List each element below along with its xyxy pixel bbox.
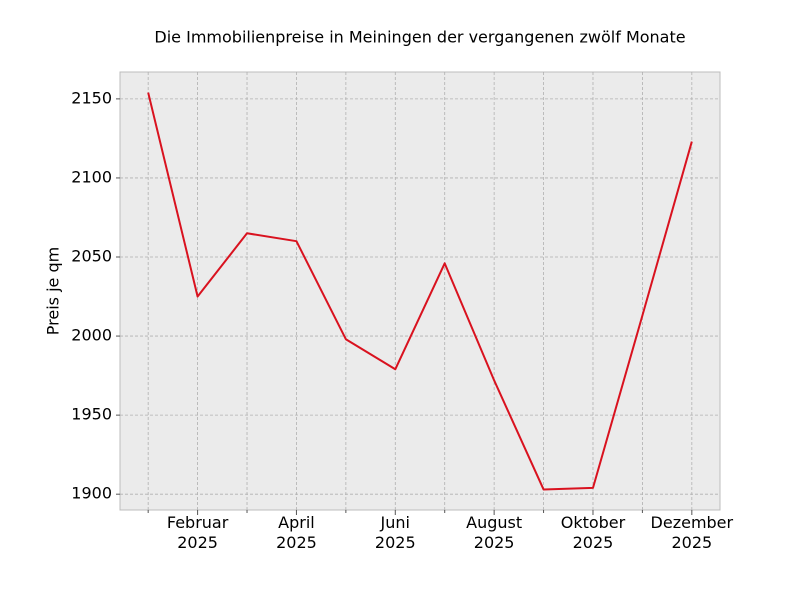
data-line: [147, 92, 693, 491]
y-tick-label: 1900: [71, 484, 112, 503]
x-tick-label: Oktober 2025: [560, 513, 626, 552]
x-tick-label: Februar 2025: [166, 513, 229, 552]
y-axis-label: Preis je qm: [44, 247, 63, 335]
x-tick-label: Dezember 2025: [650, 513, 734, 552]
chart-title: Die Immobilienpreise in Meiningen der ve…: [154, 28, 685, 47]
y-tick-label: 2100: [71, 167, 112, 186]
x-tick-label: April 2025: [276, 513, 317, 552]
x-tick-label: August 2025: [466, 513, 523, 552]
y-tick-label: 2000: [71, 326, 112, 345]
plot-area: [119, 71, 721, 511]
x-tick-label: Juni 2025: [374, 513, 416, 552]
y-tick-label: 2050: [71, 247, 112, 266]
y-tick-label: 2150: [71, 88, 112, 107]
y-tick-label: 1950: [71, 405, 112, 424]
